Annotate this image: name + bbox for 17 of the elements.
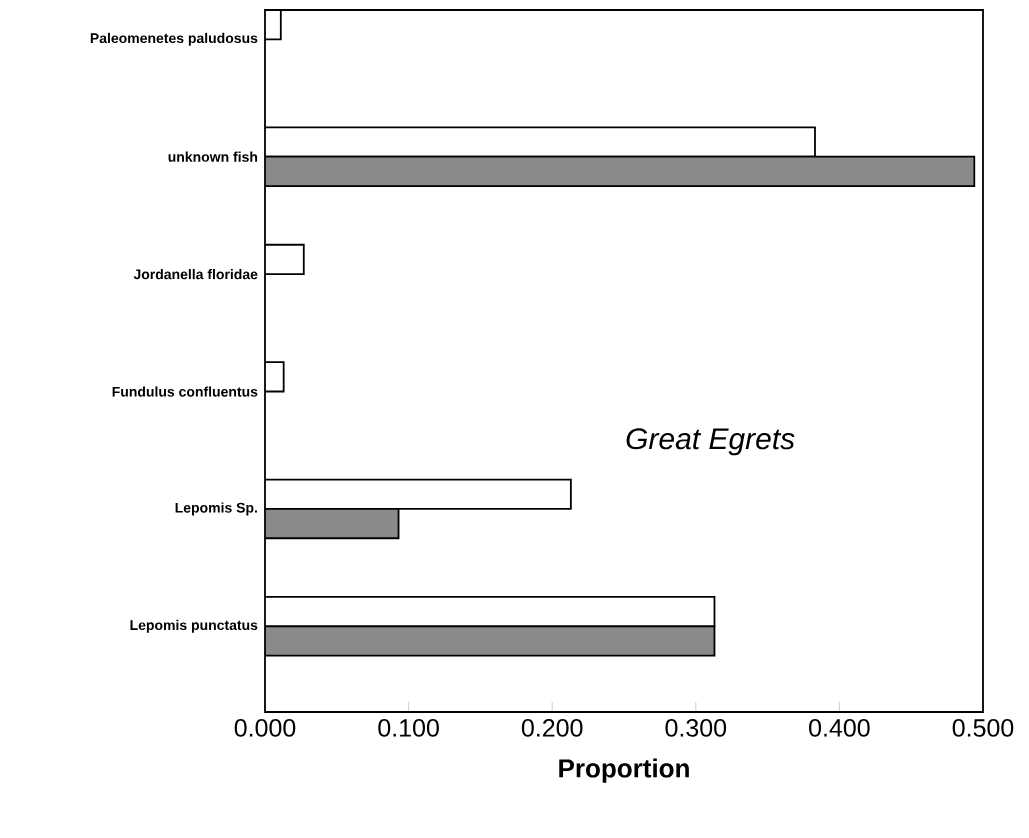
x-tick-label: 0.100 (378, 719, 439, 737)
y-tick-label: Paleomenetes paludosus (90, 32, 258, 46)
y-tick-label: unknown fish (168, 151, 258, 162)
x-tick-label: 0.400 (809, 719, 870, 737)
x-tick-label: 0.500 (952, 719, 1014, 737)
annotation: Great Egrets (626, 428, 795, 456)
y-tick-label: Lepomis Sp. (175, 502, 257, 516)
x-tick-label: 0.200 (521, 719, 583, 737)
x-tick-label: 0.000 (234, 719, 296, 737)
x-axis-title: Proportion (559, 758, 689, 783)
y-tick-label: Lepomis punctatus (130, 619, 258, 633)
y-tick-label: Fundulus confluentus (112, 386, 258, 397)
bar (265, 508, 400, 540)
y-tick-label: Jordanella floridae (133, 268, 258, 280)
bar (265, 625, 716, 657)
x-tick-label: 0.300 (665, 719, 727, 737)
bar (265, 155, 976, 187)
